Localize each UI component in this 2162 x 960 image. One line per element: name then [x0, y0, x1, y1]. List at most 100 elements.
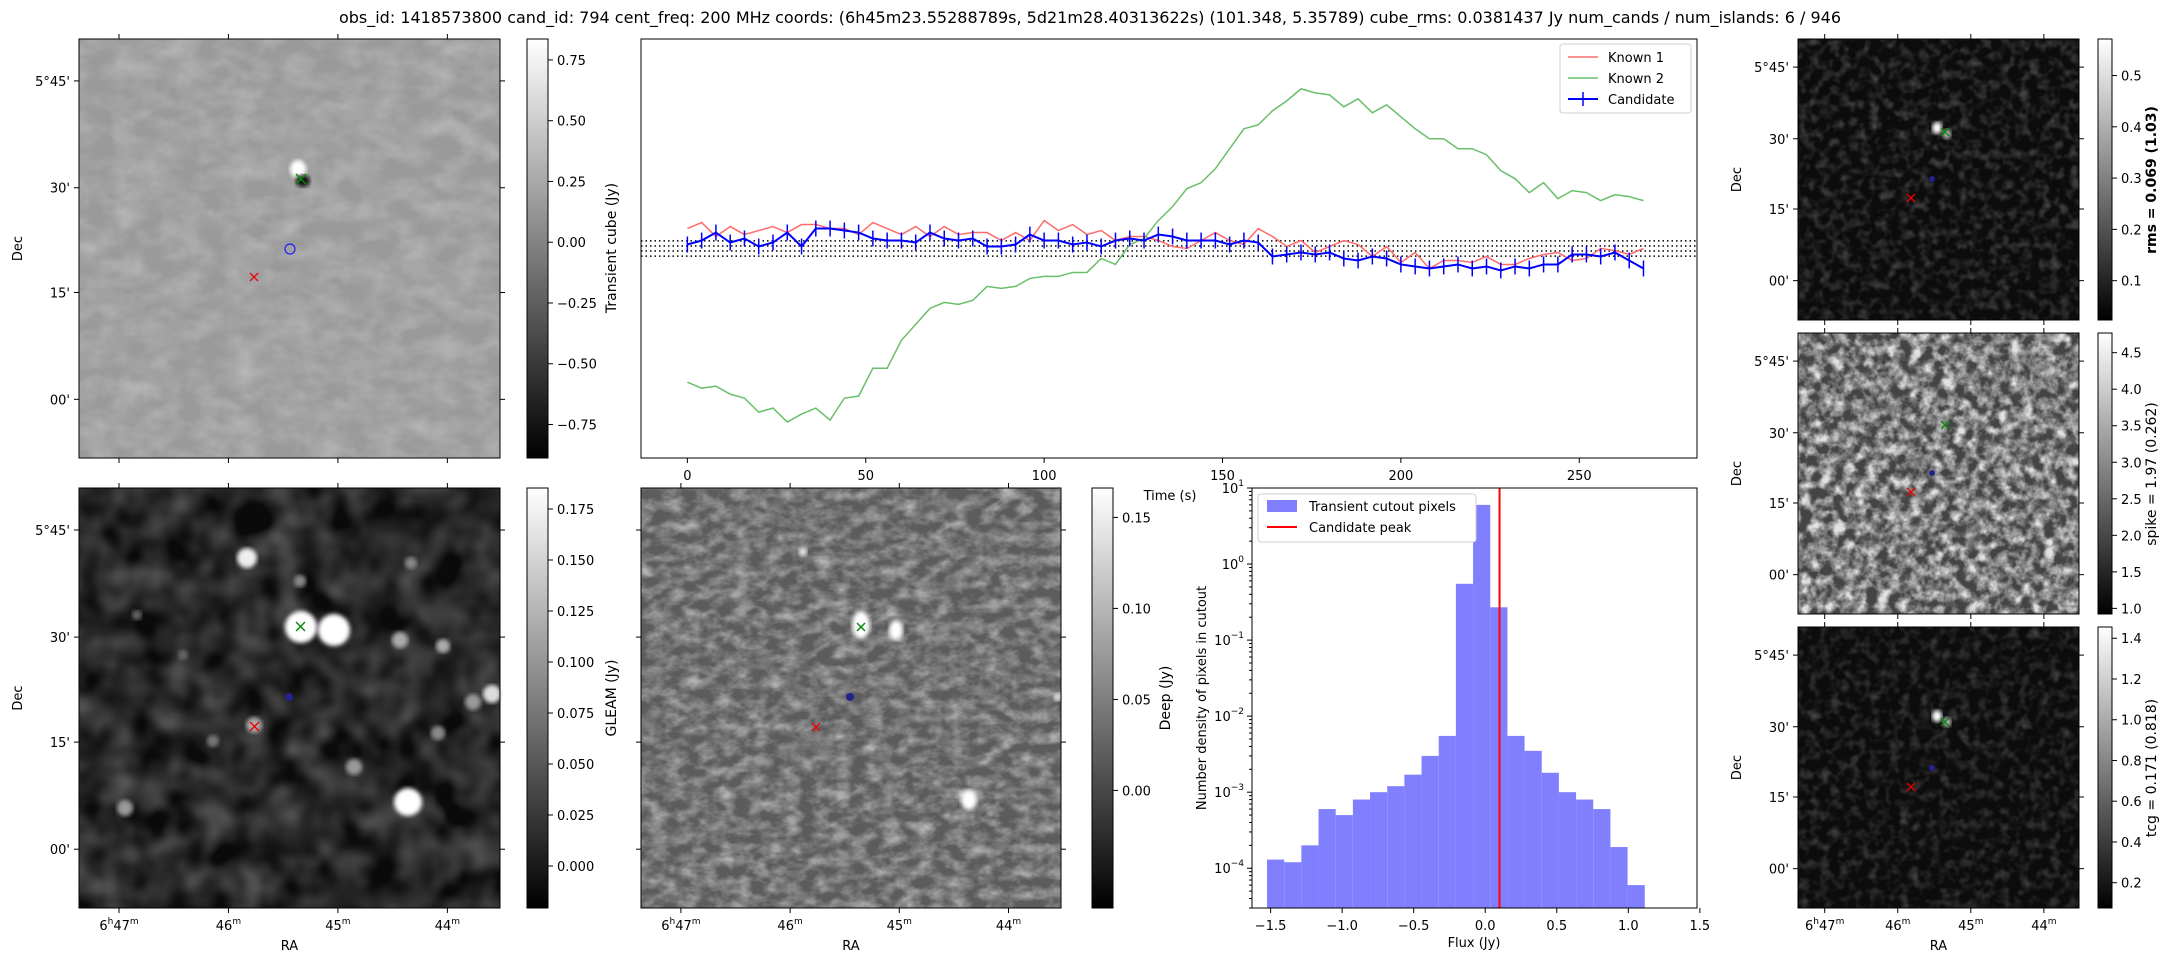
- deep-image-panel: [640, 487, 1062, 909]
- transient-bright-source: [290, 160, 306, 178]
- histogram-bar: [1421, 755, 1439, 908]
- dec-tick-label: 00': [1769, 863, 1789, 878]
- colorbar-ticks: 0.75 0.50 0.25 0.00 −0.25 −0.50 −0.75: [548, 54, 597, 433]
- dec-tick-label: 15': [1769, 497, 1789, 512]
- tcg-image-panel: [1797, 626, 2080, 909]
- histogram-bar: [1301, 845, 1319, 908]
- colorbar-label: tcg = 0.171 (0.818): [2144, 699, 2160, 837]
- colorbar-tick-label: 1.0: [2121, 714, 2142, 729]
- colorbar-gradient: [2097, 332, 2113, 615]
- transient-image-panel: [78, 38, 501, 459]
- deep-bright-source: [961, 790, 977, 810]
- dec-tick-label: 00': [50, 393, 70, 408]
- histogram-bars: [1267, 504, 1645, 908]
- deep-colorbar: 0.15 0.10 0.05 0.00 Deep (Jy): [1091, 487, 1174, 909]
- histogram-x-label: Flux (Jy): [1448, 936, 1501, 951]
- colorbar-tick-label: 0.150: [557, 554, 594, 569]
- colorbar-label: GLEAM (Jy): [604, 660, 620, 737]
- rms-reference-lines: [641, 240, 1697, 257]
- series-line-candidate: [687, 227, 1644, 272]
- colorbar-gradient: [2097, 626, 2113, 909]
- tcg-secondary-source: [1943, 717, 1951, 727]
- y-tick-label: 101: [1222, 479, 1244, 497]
- gleam-sources: [117, 548, 501, 816]
- gleam-source: [431, 726, 445, 740]
- histogram-y-label: Number density of pixels in cutout: [1195, 586, 1210, 810]
- ra-tick-label: 44m: [996, 917, 1021, 934]
- y-tick-label: 100: [1222, 555, 1245, 573]
- colorbar-tick-label: 3.0: [2121, 456, 2142, 471]
- legend-box: [1257, 493, 1477, 543]
- flux-histogram: −1.5 −1.0 −0.5 0.0 0.5 1.0 1.5 10−410−310−210−…: [1195, 479, 1710, 951]
- blue-marker: [285, 693, 293, 701]
- gleam-colorbar: 0.175 0.150 0.125 0.100 0.075 0.050 0.025 0.000…: [526, 487, 620, 909]
- legend-swatch-transient-pixels: [1267, 500, 1297, 512]
- lightcurve-legend: Known 1 Known 2 Candidate: [1559, 43, 1692, 114]
- ra-tick-label: 45m: [887, 917, 912, 934]
- colorbar-gradient: [1091, 487, 1114, 909]
- colorbar-ticks: 1.4 1.2 1.0 0.8 0.6 0.4 0.2: [2112, 632, 2142, 892]
- transient-colorbar: 0.75 0.50 0.25 0.00 −0.25 −0.50 −0.75 Transien…: [526, 38, 620, 459]
- ra-tick-label: 6h47m: [99, 917, 138, 934]
- colorbar-ticks: 0.175 0.150 0.125 0.100 0.075 0.050 0.025 0.000: [548, 503, 594, 875]
- colorbar-gradient: [526, 487, 549, 909]
- x-tick-label: 150: [1210, 469, 1235, 484]
- colorbar-tick-label: 0.75: [557, 54, 586, 69]
- spike-image-panel: [1797, 332, 2080, 615]
- histogram-bar: [1627, 885, 1645, 908]
- colorbar-tick-label: 0.050: [557, 758, 594, 773]
- histogram-bar: [1576, 799, 1594, 908]
- gleam-source: [394, 788, 422, 816]
- colorbar-ticks: 0.15 0.10 0.05 0.00: [1113, 511, 1151, 799]
- x-tick-label: 0.5: [1546, 919, 1567, 934]
- blue-marker: [846, 693, 854, 701]
- colorbar-tick-label: 0.100: [557, 656, 594, 671]
- tcg-image-frame: [1797, 626, 2080, 909]
- colorbar-tick-label: 1.5: [2121, 566, 2142, 581]
- ra-tick-label: 6h47m: [661, 917, 700, 934]
- colorbar-tick-label: 0.50: [557, 115, 586, 130]
- gleam-source: [436, 639, 450, 653]
- deep-image-axes: 6h47m 46m 45m 44m RA: [636, 483, 1066, 954]
- histogram-bar: [1610, 847, 1628, 908]
- dec-axis-label: Dec: [11, 236, 26, 261]
- green-cross-marker: [1940, 127, 1950, 137]
- ra-tick-label: 44m: [2031, 917, 2056, 934]
- spike-image-frame: [1797, 332, 2080, 615]
- gleam-source: [237, 548, 257, 568]
- blue-marker: [1929, 765, 1935, 771]
- ra-axis-label: RA: [281, 939, 299, 954]
- colorbar-gradient: [2097, 38, 2113, 321]
- colorbar-tick-label: −0.75: [557, 418, 597, 433]
- transient-image-axes: 5°45' 30' 15' 00' Dec: [11, 34, 505, 463]
- colorbar-tick-label: 0.00: [1122, 784, 1151, 799]
- colorbar-tick-label: 0.4: [2121, 836, 2142, 851]
- dec-tick-label: 30': [50, 182, 70, 197]
- histogram-y-ticks: 10−4 10−3 10−2 10−1 100 101: [1214, 479, 1252, 909]
- tcg-bright-source: [1932, 710, 1942, 722]
- colorbar-tick-label: 0.2: [2121, 223, 2142, 238]
- rms-image-frame: [1797, 38, 2080, 321]
- lightcurve-frame: [640, 38, 1698, 459]
- x-tick-label: 0: [683, 469, 691, 484]
- colorbar-tick-label: 0.05: [1122, 693, 1151, 708]
- histogram-x-ticks: −1.5 −1.0 −0.5 0.0 0.5 1.0 1.5: [1255, 908, 1710, 934]
- histogram-bar: [1404, 774, 1422, 908]
- colorbar-tick-label: 0.15: [1122, 511, 1151, 526]
- gleam-source: [392, 632, 408, 648]
- lightcurve-x-label: Time (s): [1143, 489, 1197, 504]
- rms-colorbar: 0.5 0.4 0.3 0.2 0.1 rms = 0.069 (1.03): [2097, 38, 2160, 321]
- y-tick-label: 10−1: [1214, 631, 1244, 649]
- x-tick-label: −1.0: [1326, 919, 1358, 934]
- rms-bright-source: [1932, 122, 1942, 134]
- dec-tick-label: 30': [50, 631, 70, 646]
- red-cross-marker: [249, 272, 259, 282]
- transient-image-noise: [79, 39, 500, 458]
- ra-tick-label: 45m: [325, 917, 350, 934]
- x-tick-label: 50: [857, 469, 874, 484]
- histogram-bar: [1387, 786, 1405, 908]
- histogram-bar: [1473, 504, 1491, 908]
- ra-tick-label: 46m: [1885, 917, 1910, 934]
- colorbar-label: rms = 0.069 (1.03): [2144, 106, 2160, 254]
